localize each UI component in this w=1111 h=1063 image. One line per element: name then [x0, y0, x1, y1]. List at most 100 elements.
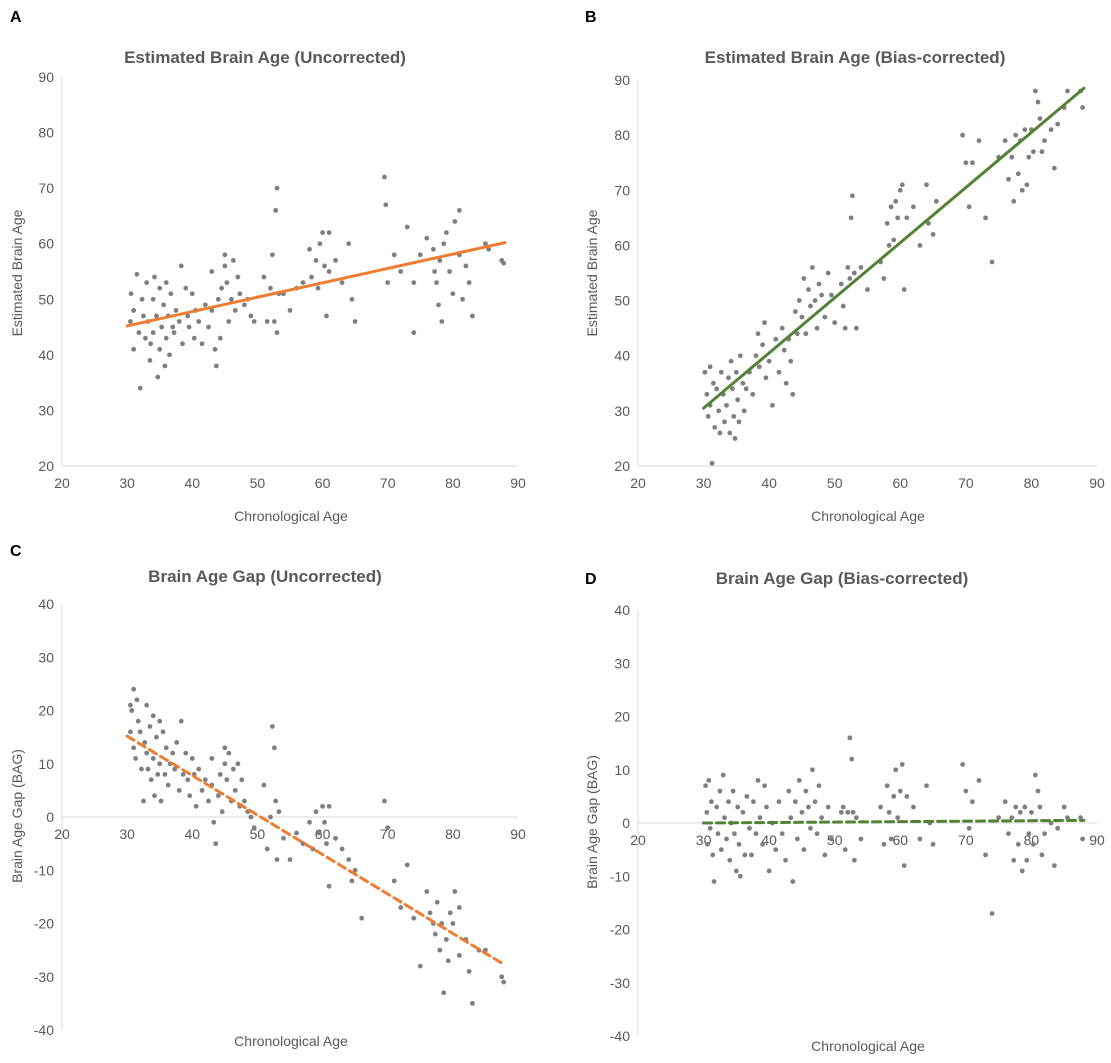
data-point-b — [1013, 132, 1019, 138]
data-point-b — [717, 430, 723, 436]
data-point-b — [884, 220, 890, 226]
data-point-d — [806, 804, 811, 810]
trend-line-a — [125, 241, 507, 328]
data-point-c — [242, 798, 247, 804]
data-point-c — [264, 846, 270, 852]
data-point-c — [276, 809, 282, 815]
data-point-b — [714, 386, 720, 392]
data-point-d — [812, 799, 818, 805]
data-point-c — [349, 878, 355, 884]
data-point-b — [756, 364, 762, 370]
data-point-c — [313, 809, 319, 815]
data-point-c — [268, 814, 273, 820]
data-point-b — [989, 259, 995, 265]
data-point-c — [404, 862, 410, 868]
data-point-d — [747, 825, 752, 831]
data-point-d — [1026, 831, 1032, 837]
data-point-d — [706, 778, 712, 783]
data-point-d — [1019, 868, 1025, 874]
data-point-b — [722, 419, 727, 425]
x-tick-label-d: 20 — [630, 832, 646, 848]
data-point-c — [185, 777, 191, 783]
chart-title-a: Estimated Brain Age (Uncorrected) — [124, 48, 406, 67]
data-point-b — [838, 281, 844, 287]
data-point-d — [810, 767, 815, 773]
data-point-b — [904, 215, 910, 221]
data-point-b — [1011, 198, 1017, 204]
data-point-b — [731, 413, 737, 419]
data-point-d — [1006, 831, 1011, 837]
data-point-b — [763, 375, 769, 381]
data-point-c — [224, 777, 230, 783]
data-point-d — [730, 788, 736, 794]
data-point-a — [352, 319, 358, 324]
x-tick-label-b: 80 — [1024, 475, 1040, 491]
data-point-a — [248, 313, 254, 319]
data-point-a — [131, 308, 137, 313]
data-point-b — [888, 204, 894, 210]
data-point-a — [232, 308, 238, 313]
x-tick-label-a: 40 — [184, 475, 200, 491]
data-point-d — [917, 836, 923, 842]
data-point-d — [790, 879, 796, 884]
data-point-c — [307, 819, 312, 825]
data-point-a — [141, 313, 146, 319]
data-point-a — [212, 346, 218, 352]
y-tick-label-a: 50 — [38, 291, 54, 307]
data-point-d — [709, 799, 714, 805]
data-point-a — [271, 319, 277, 324]
axes-b: 20 30 40 50 60 70 80 90 20 30 40 50 60 70 80 90 — [614, 72, 1105, 491]
data-point-d — [888, 836, 894, 842]
data-point-a — [196, 319, 202, 324]
x-tick-label-a: 90 — [510, 475, 526, 491]
data-point-c — [452, 889, 458, 894]
data-point-c — [445, 958, 451, 964]
data-point-d — [803, 788, 809, 794]
data-point-d — [960, 762, 965, 767]
data-point-c — [261, 782, 267, 788]
x-tick-label-b: 20 — [630, 475, 646, 491]
data-point-a — [159, 324, 165, 330]
data-point-c — [499, 974, 505, 980]
data-point-b — [716, 408, 722, 414]
data-point-a — [178, 263, 184, 269]
data-point-c — [239, 777, 245, 783]
data-point-b — [1015, 171, 1021, 177]
data-point-d — [794, 836, 800, 842]
data-point-c — [187, 793, 193, 799]
data-point-c — [176, 787, 182, 793]
x-axis-label-d: Chronological Age — [811, 1038, 925, 1054]
data-point-c — [148, 777, 154, 783]
x-tick-label-a: 60 — [315, 475, 331, 491]
data-point-d — [1061, 804, 1067, 810]
data-point-a — [463, 263, 469, 269]
data-point-d — [726, 799, 731, 805]
data-point-b — [740, 380, 746, 386]
data-point-b — [976, 138, 982, 144]
data-point-d — [878, 804, 884, 810]
y-tick-label-c: 20 — [38, 703, 54, 719]
data-point-b — [736, 419, 742, 425]
trend-line-d — [702, 818, 1086, 825]
data-point-d — [715, 831, 721, 837]
data-point-d — [703, 783, 708, 789]
data-point-d — [735, 804, 741, 810]
y-axis-label-a: Estimated Brain Age — [9, 209, 25, 336]
data-point-b — [911, 204, 916, 210]
data-point-d — [881, 841, 887, 847]
x-tick-label-d: 40 — [761, 832, 777, 848]
data-point-b — [901, 287, 907, 292]
data-point-b — [1080, 105, 1085, 110]
data-point-c — [142, 740, 148, 745]
y-tick-label-c: -30 — [34, 969, 54, 985]
data-point-c — [165, 782, 171, 788]
y-tick-label-d: 40 — [614, 602, 630, 618]
x-tick-label-b: 40 — [761, 475, 777, 491]
y-tick-label-a: 40 — [38, 347, 54, 363]
data-point-d — [792, 799, 798, 805]
data-point-d — [710, 852, 716, 858]
data-point-a — [217, 335, 223, 341]
x-tick-label-c: 70 — [380, 826, 396, 842]
data-point-a — [391, 252, 397, 258]
data-point-c — [450, 921, 456, 926]
